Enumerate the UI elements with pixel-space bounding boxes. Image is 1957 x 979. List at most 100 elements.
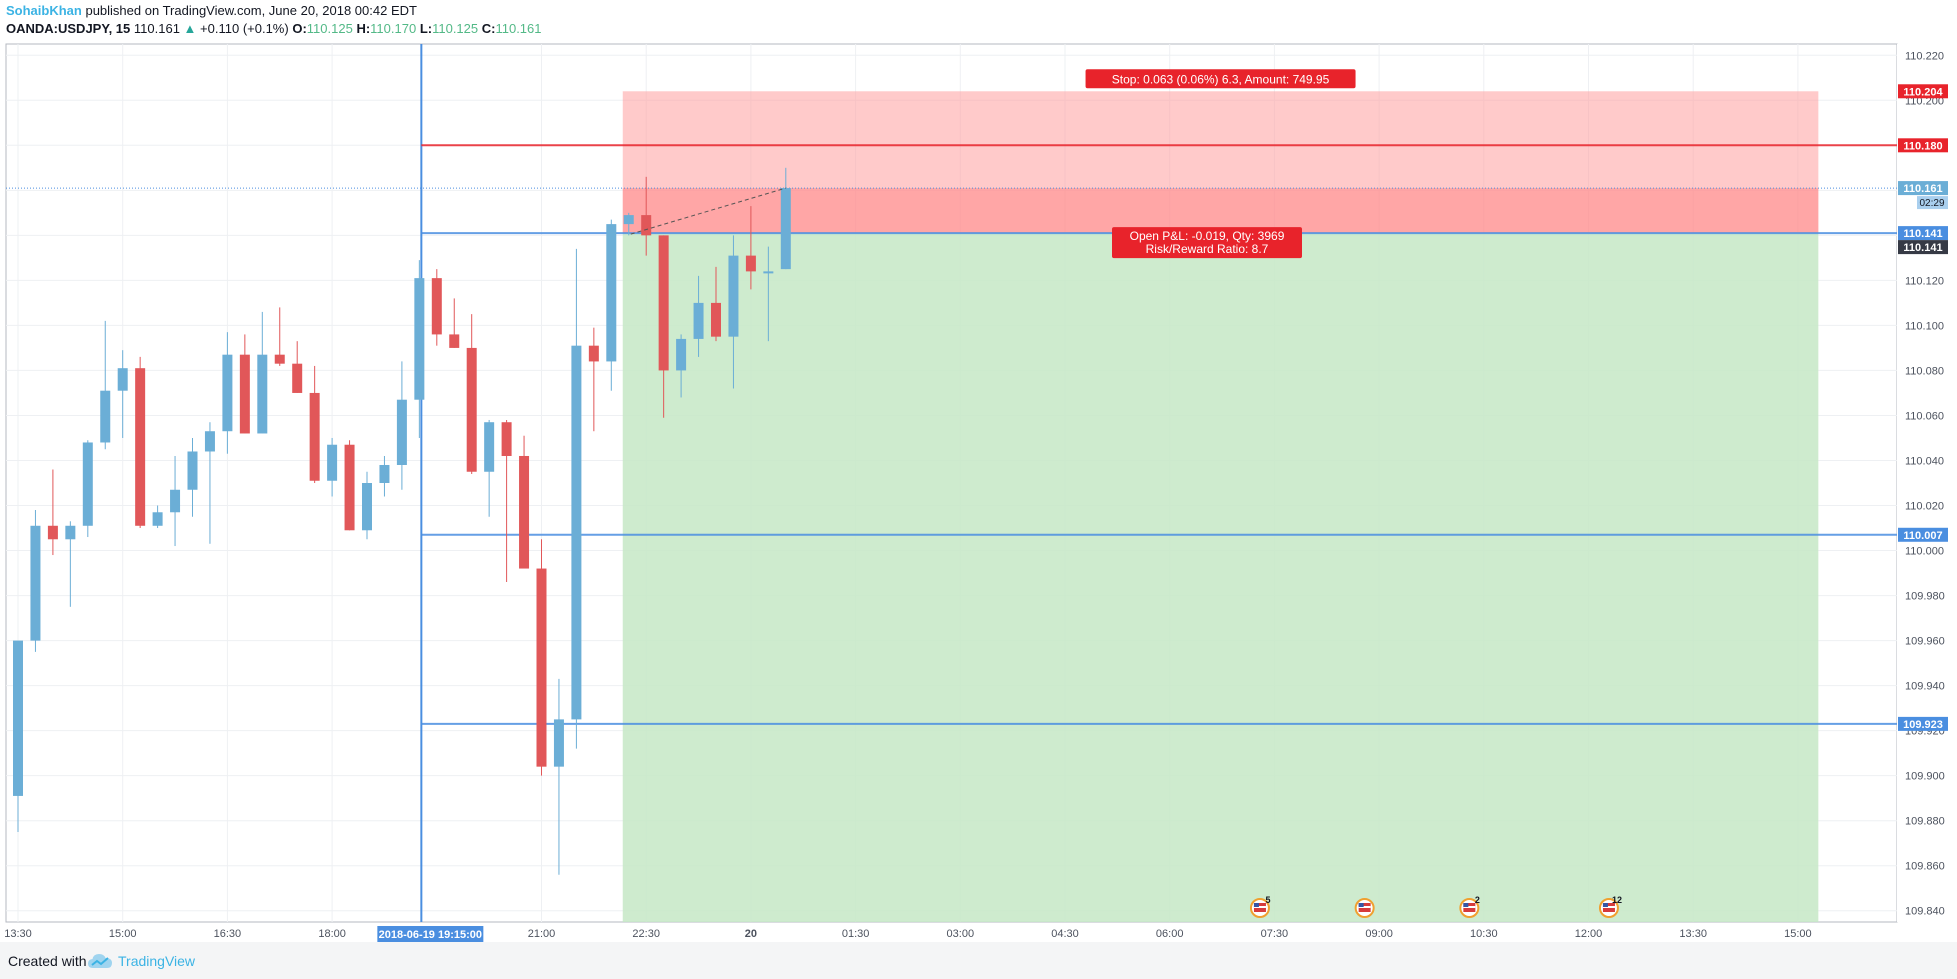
- candle: [152, 505, 163, 529]
- candle: [204, 422, 215, 544]
- x-tick-label: 13:30: [1679, 928, 1707, 940]
- x-tick-label: 10:30: [1470, 928, 1498, 940]
- candle-body: [641, 215, 652, 236]
- candle-body: [466, 347, 477, 472]
- high-label: H:: [356, 21, 371, 36]
- tradingview-link[interactable]: TradingView: [118, 953, 196, 969]
- candle-body: [30, 525, 41, 641]
- price-axis: [1897, 44, 1957, 922]
- candle-body: [204, 431, 215, 452]
- price-label-box: [1898, 716, 1948, 731]
- economic-event-icon[interactable]: 12: [1598, 895, 1622, 918]
- y-tick-label: 109.960: [1905, 636, 1945, 648]
- flag-canton: [1602, 903, 1608, 907]
- candle: [344, 440, 355, 531]
- pnl-label-box: [1112, 227, 1302, 259]
- candle: [623, 212, 634, 236]
- candle-body: [135, 368, 146, 526]
- flag-canton: [1358, 903, 1364, 907]
- candle-body: [431, 278, 442, 335]
- flag-canton: [1463, 903, 1469, 907]
- candle: [82, 440, 93, 538]
- tradingview-cloud-icon: [88, 954, 112, 968]
- candle-body: [623, 215, 634, 225]
- x-tick-label: 13:30: [4, 928, 32, 940]
- candle-body: [362, 483, 372, 531]
- y-tick-label: 109.860: [1905, 861, 1945, 873]
- candle: [327, 437, 338, 497]
- price-label: 110.204: [1903, 86, 1943, 98]
- candle-body: [449, 334, 460, 348]
- countdown-box: [1917, 196, 1948, 210]
- price-label-box: [1898, 181, 1948, 196]
- candle-body: [292, 363, 303, 393]
- flag-stripe: [1358, 906, 1371, 908]
- x-tick-label: 22:30: [632, 928, 660, 940]
- candle: [257, 311, 268, 434]
- y-tick-label: 109.840: [1905, 906, 1945, 918]
- candle: [414, 260, 425, 438]
- symbol-name[interactable]: OANDA:USDJPY, 15: [6, 21, 131, 36]
- candle: [239, 334, 250, 434]
- candle-body: [414, 278, 425, 400]
- candle: [362, 471, 372, 540]
- candle: [658, 235, 669, 418]
- footer: Created with TradingView: [0, 942, 1957, 979]
- publish-info: SohaibKhan published on TradingView.com,…: [6, 3, 417, 19]
- last-price: 110.161: [133, 21, 180, 36]
- flag-canton: [1253, 903, 1259, 907]
- candle: [780, 167, 791, 270]
- event-count: 12: [1612, 895, 1622, 905]
- candle: [588, 327, 599, 432]
- bar-countdown: 02:29: [1919, 198, 1944, 209]
- x-tick-label: 20: [745, 928, 757, 940]
- economic-event-icon[interactable]: 2: [1459, 895, 1480, 918]
- candle-body: [536, 568, 547, 767]
- crosshair-date-label: 2018-06-19 19:15:00: [379, 929, 482, 941]
- candle: [501, 419, 512, 583]
- y-tick-label: 110.120: [1905, 275, 1944, 287]
- y-tick-label: 110.020: [1905, 501, 1944, 513]
- candle-body: [693, 302, 704, 339]
- economic-event-icon[interactable]: 5: [1249, 895, 1271, 918]
- price-label-box: [1898, 138, 1948, 153]
- published-text: published on TradingView.com, June 20, 2…: [85, 3, 417, 18]
- open-label: O:: [292, 21, 307, 36]
- x-tick-label: 12:00: [1575, 928, 1603, 940]
- candle-body: [484, 422, 495, 472]
- candle: [484, 419, 495, 517]
- open-loss-zone: [622, 188, 1819, 234]
- author-link[interactable]: SohaibKhan: [6, 3, 82, 18]
- candle-body: [571, 345, 582, 720]
- candle: [100, 320, 111, 450]
- close-label: C:: [481, 21, 496, 36]
- event-count: 5: [1265, 895, 1270, 905]
- candle: [431, 269, 442, 346]
- candle-body: [152, 512, 163, 526]
- candle: [309, 365, 320, 483]
- candle: [117, 350, 128, 438]
- flag-stripe: [1463, 906, 1476, 908]
- created-with-label: Created with: [8, 953, 87, 969]
- price-label: 109.923: [1903, 719, 1943, 731]
- close-value: 110.161: [495, 21, 542, 36]
- stop-label: Stop: 0.063 (0.06%) 6.3, Amount: 749.95: [1112, 72, 1330, 86]
- y-tick-label: 109.940: [1905, 681, 1945, 693]
- candle-body: [82, 442, 93, 526]
- candle-body: [170, 489, 181, 513]
- x-tick-label: 15:00: [1784, 928, 1812, 940]
- candle-body: [676, 338, 687, 371]
- candle-body: [711, 302, 721, 337]
- economic-event-icon[interactable]: [1354, 898, 1375, 918]
- y-tick-label: 110.100: [1905, 320, 1944, 332]
- candle-body: [658, 235, 669, 371]
- candle: [641, 176, 652, 256]
- price-chart[interactable]: 110.220110.200110.180110.160110.140110.1…: [0, 0, 1957, 942]
- price-label: 110.007: [1903, 530, 1942, 542]
- price-label-box: [1898, 84, 1948, 99]
- candle: [135, 356, 146, 529]
- candle: [13, 640, 23, 832]
- candle-body: [519, 455, 530, 569]
- candle-body: [13, 640, 23, 796]
- candle: [553, 678, 564, 875]
